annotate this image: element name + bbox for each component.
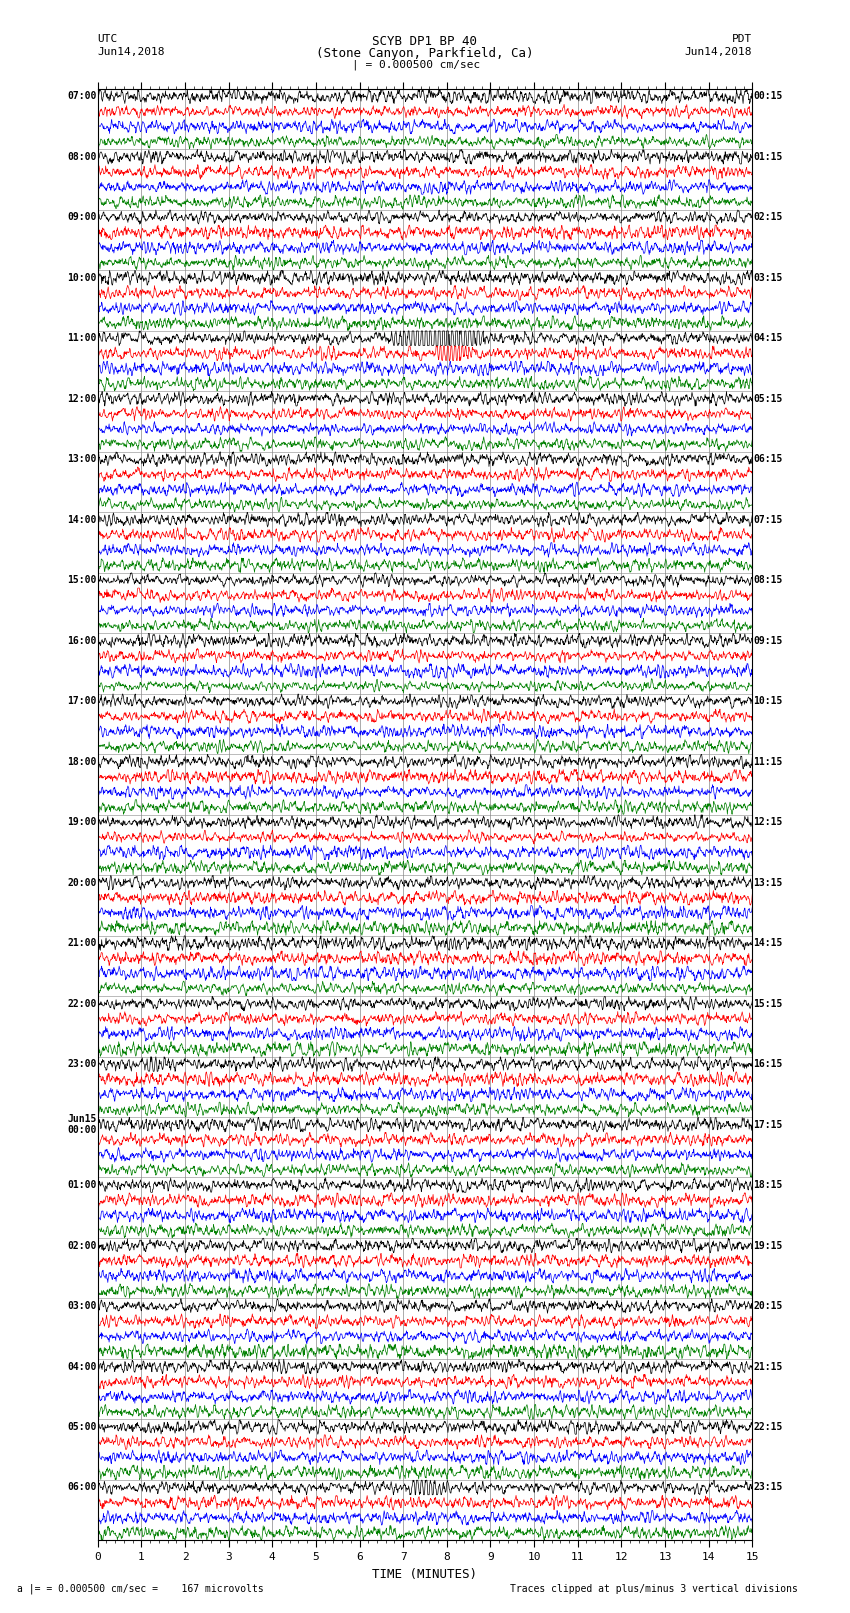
Text: 11:15: 11:15 [754,756,783,766]
Text: 03:15: 03:15 [754,273,783,282]
Text: 14:15: 14:15 [754,939,783,948]
Text: 00:15: 00:15 [754,92,783,102]
Text: 06:15: 06:15 [754,455,783,465]
Text: 06:00: 06:00 [67,1482,96,1492]
Text: 08:15: 08:15 [754,576,783,586]
Text: SCYB DP1 BP 40: SCYB DP1 BP 40 [372,35,478,48]
Text: 02:15: 02:15 [754,213,783,223]
Text: 04:15: 04:15 [754,334,783,344]
Text: 17:00: 17:00 [67,697,96,706]
Text: 15:15: 15:15 [754,998,783,1008]
Text: 15:00: 15:00 [67,576,96,586]
Text: 17:15: 17:15 [754,1119,783,1129]
Text: 01:15: 01:15 [754,152,783,161]
Text: 05:00: 05:00 [67,1423,96,1432]
Text: Jun14,2018: Jun14,2018 [98,47,165,56]
Text: Jun15
00:00: Jun15 00:00 [67,1113,96,1136]
Text: 05:15: 05:15 [754,394,783,403]
Text: 18:15: 18:15 [754,1181,783,1190]
Text: 19:00: 19:00 [67,818,96,827]
Text: 16:15: 16:15 [754,1060,783,1069]
Text: 09:00: 09:00 [67,213,96,223]
Text: 08:00: 08:00 [67,152,96,161]
Text: 07:15: 07:15 [754,515,783,524]
Text: 20:00: 20:00 [67,877,96,887]
Text: 12:00: 12:00 [67,394,96,403]
Text: 09:15: 09:15 [754,636,783,645]
Text: 23:00: 23:00 [67,1060,96,1069]
Text: a |= = 0.000500 cm/sec =    167 microvolts: a |= = 0.000500 cm/sec = 167 microvolts [17,1582,264,1594]
Text: 23:15: 23:15 [754,1482,783,1492]
Text: 12:15: 12:15 [754,818,783,827]
Text: 13:15: 13:15 [754,877,783,887]
Text: 22:00: 22:00 [67,998,96,1008]
Text: 19:15: 19:15 [754,1240,783,1250]
X-axis label: TIME (MINUTES): TIME (MINUTES) [372,1568,478,1581]
Text: 11:00: 11:00 [67,334,96,344]
Text: 04:00: 04:00 [67,1361,96,1371]
Text: 02:00: 02:00 [67,1240,96,1250]
Text: 21:15: 21:15 [754,1361,783,1371]
Text: 16:00: 16:00 [67,636,96,645]
Text: UTC: UTC [98,34,118,44]
Text: 13:00: 13:00 [67,455,96,465]
Text: 14:00: 14:00 [67,515,96,524]
Text: 22:15: 22:15 [754,1423,783,1432]
Text: 07:00: 07:00 [67,92,96,102]
Text: 21:00: 21:00 [67,939,96,948]
Text: (Stone Canyon, Parkfield, Ca): (Stone Canyon, Parkfield, Ca) [316,47,534,60]
Text: 20:15: 20:15 [754,1302,783,1311]
Text: 03:00: 03:00 [67,1302,96,1311]
Text: 01:00: 01:00 [67,1181,96,1190]
Text: PDT: PDT [732,34,752,44]
Text: Traces clipped at plus/minus 3 vertical divisions: Traces clipped at plus/minus 3 vertical … [510,1584,798,1594]
Text: 10:00: 10:00 [67,273,96,282]
Text: 18:00: 18:00 [67,756,96,766]
Text: 10:15: 10:15 [754,697,783,706]
Text: | = 0.000500 cm/sec: | = 0.000500 cm/sec [353,60,480,71]
Text: Jun14,2018: Jun14,2018 [685,47,752,56]
